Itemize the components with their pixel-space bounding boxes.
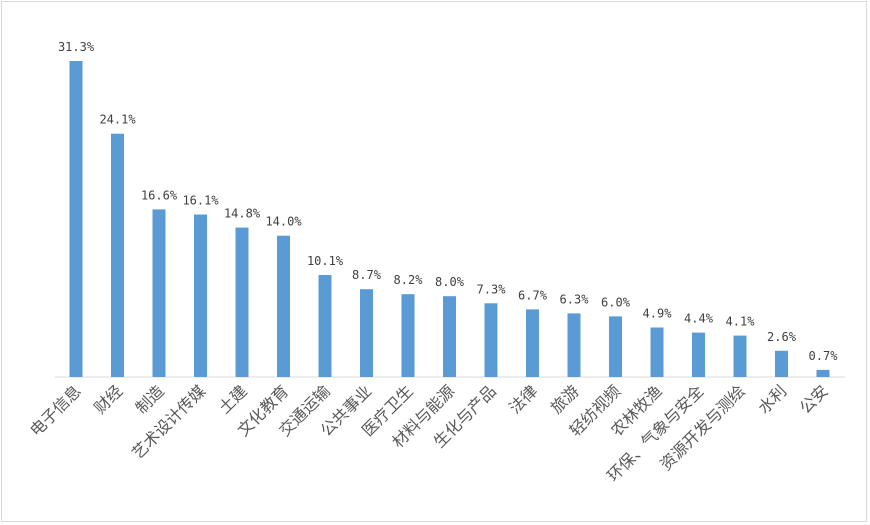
data-label-15: 4.9% [643,307,673,321]
data-label-12: 6.7% [518,288,548,302]
category-label-5: 土建 [215,381,251,417]
data-label-7: 10.1% [307,254,344,268]
data-label-5: 14.8% [224,207,261,221]
category-label-18: 水利 [754,381,790,417]
data-label-3: 16.6% [141,188,178,202]
data-labels-group: 31.3% 24.1% 16.6% 16.1% 14.8% 14.0% 10.1% 8.7% 8… [58,40,838,363]
bar-9 [401,294,415,377]
bar-10 [443,296,456,377]
bar-16 [692,332,705,377]
bar-8 [360,289,373,377]
data-label-13: 6.3% [560,292,590,306]
bar-5 [235,227,249,377]
bar-19 [816,369,830,377]
bar-17 [733,335,747,377]
category-label-3: 制造 [132,381,168,417]
data-label-8: 8.7% [352,268,382,282]
category-label-1: 电子信息 [26,381,85,440]
category-label-2: 财经 [90,381,126,417]
data-label-11: 7.3% [477,282,507,296]
bar-11 [484,303,498,377]
data-label-4: 16.1% [182,194,219,208]
category-label-13: 旅游 [547,381,583,417]
data-label-16: 4.4% [684,312,714,326]
bar-18 [775,350,788,377]
bar-6 [277,235,290,377]
bar-13 [567,313,581,377]
data-label-10: 8.0% [435,275,465,289]
data-label-1: 31.3% [58,40,95,54]
category-label-12: 法律 [505,381,541,417]
data-label-14: 6.0% [601,295,631,309]
bar-2 [111,133,124,377]
data-label-6: 14.0% [265,215,302,229]
bar-15 [650,327,664,377]
data-label-9: 8.2% [394,273,424,287]
category-label-19: 公安 [796,381,832,417]
bar-3 [152,209,166,377]
bar-7 [318,275,332,377]
bar-4 [194,214,207,377]
category-label-4: 艺术设计传媒 [128,381,209,462]
bar-14 [609,316,622,377]
bar-12 [526,309,539,377]
data-label-2: 24.1% [99,113,136,127]
data-label-18: 2.6% [767,330,797,344]
bar-1 [69,61,83,377]
data-label-17: 4.1% [726,315,756,329]
bars-group [69,61,830,377]
data-label-19: 0.7% [809,349,839,363]
